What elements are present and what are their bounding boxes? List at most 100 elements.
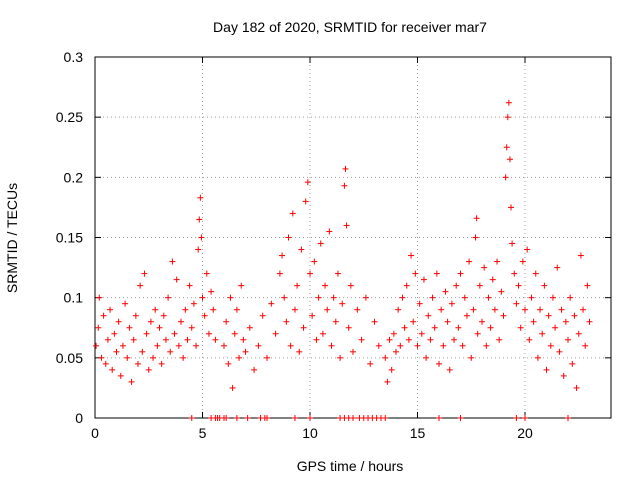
data-point	[203, 270, 210, 277]
x-tick-label: 20	[517, 425, 533, 441]
data-point	[160, 312, 167, 319]
data-point	[313, 336, 320, 343]
chart-title: Day 182 of 2020, SRMTID for receiver mar…	[213, 19, 487, 35]
data-point	[221, 342, 227, 349]
data-point	[442, 288, 449, 295]
data-point	[547, 342, 554, 349]
data-point	[476, 282, 483, 289]
data-point	[388, 366, 395, 373]
data-point	[98, 354, 105, 361]
data-point	[302, 198, 309, 205]
data-point	[332, 318, 339, 325]
data-point	[104, 336, 111, 343]
data-point	[328, 342, 335, 349]
x-axis-label: GPS time / hours	[297, 458, 404, 474]
data-point	[386, 336, 393, 343]
data-point	[403, 282, 410, 289]
data-point	[281, 294, 288, 301]
y-tick-label: 0.3	[64, 49, 84, 65]
data-point	[418, 330, 425, 337]
data-point	[560, 372, 567, 379]
data-point	[199, 294, 206, 301]
x-tick-label: 10	[302, 425, 318, 441]
data-point	[96, 294, 103, 301]
data-point	[524, 246, 531, 253]
data-point	[111, 330, 118, 337]
data-point	[135, 360, 141, 367]
data-point	[264, 354, 270, 361]
data-point	[410, 318, 417, 325]
data-point	[554, 264, 561, 271]
y-tick-label: 0	[75, 410, 83, 426]
data-point	[342, 165, 349, 172]
data-point	[285, 234, 292, 241]
data-point	[528, 294, 535, 301]
data-point-zero	[188, 415, 195, 421]
y-axis-label: SRMTID / TECUs	[4, 183, 20, 293]
data-point	[577, 252, 584, 259]
data-point	[223, 318, 230, 325]
data-point	[504, 114, 511, 121]
data-point	[509, 240, 516, 247]
data-point	[171, 330, 178, 337]
x-tick-label: 15	[410, 425, 426, 441]
data-point	[162, 336, 169, 343]
data-point	[276, 270, 283, 277]
data-point	[182, 306, 189, 313]
data-point	[343, 222, 350, 229]
data-point	[102, 360, 109, 367]
data-point	[489, 276, 496, 283]
y-tick-label: 0.2	[64, 169, 84, 185]
data-point	[519, 258, 526, 265]
data-point	[494, 258, 501, 265]
data-point	[558, 306, 565, 313]
data-point	[319, 330, 326, 337]
data-point	[485, 294, 492, 301]
data-point	[506, 156, 513, 163]
data-point	[431, 324, 438, 331]
data-point	[345, 324, 352, 331]
data-point	[175, 342, 182, 349]
grid	[95, 57, 611, 418]
data-point	[433, 270, 440, 277]
data-point	[246, 324, 253, 331]
data-point	[455, 324, 462, 331]
data-point	[354, 306, 361, 313]
data-point	[113, 348, 120, 355]
data-point	[515, 282, 522, 289]
data-point	[190, 300, 197, 307]
data-point-zero	[513, 415, 520, 421]
data-point	[137, 282, 144, 289]
data-point-zero	[565, 415, 571, 421]
data-point	[291, 306, 298, 313]
data-point	[178, 318, 184, 325]
data-point	[438, 306, 445, 313]
data-point-zero	[307, 415, 313, 421]
data-point	[582, 342, 589, 349]
data-point-zero	[223, 415, 230, 421]
data-point	[201, 312, 208, 319]
y-tick-label: 0.05	[56, 350, 83, 366]
data-point	[503, 144, 510, 151]
data-point	[483, 342, 490, 349]
data-point	[459, 342, 466, 349]
data-point	[395, 306, 402, 313]
data-point	[95, 324, 102, 331]
data-point	[552, 324, 559, 331]
data-point	[132, 312, 139, 319]
data-point	[296, 348, 303, 355]
data-point	[326, 228, 333, 235]
data-point	[117, 372, 124, 379]
data-point	[416, 300, 423, 307]
data-point	[317, 240, 324, 247]
data-point	[315, 294, 322, 301]
data-point	[358, 336, 365, 343]
data-point	[463, 312, 470, 319]
data-point	[184, 336, 191, 343]
axis-ticks: 0 5 10 15 20 0 0.05 0.1 0.15 0.2 0.25 0.3	[56, 49, 611, 441]
data-point	[283, 318, 290, 325]
data-point	[481, 264, 488, 271]
data-point	[393, 348, 399, 355]
data-point	[412, 270, 419, 277]
